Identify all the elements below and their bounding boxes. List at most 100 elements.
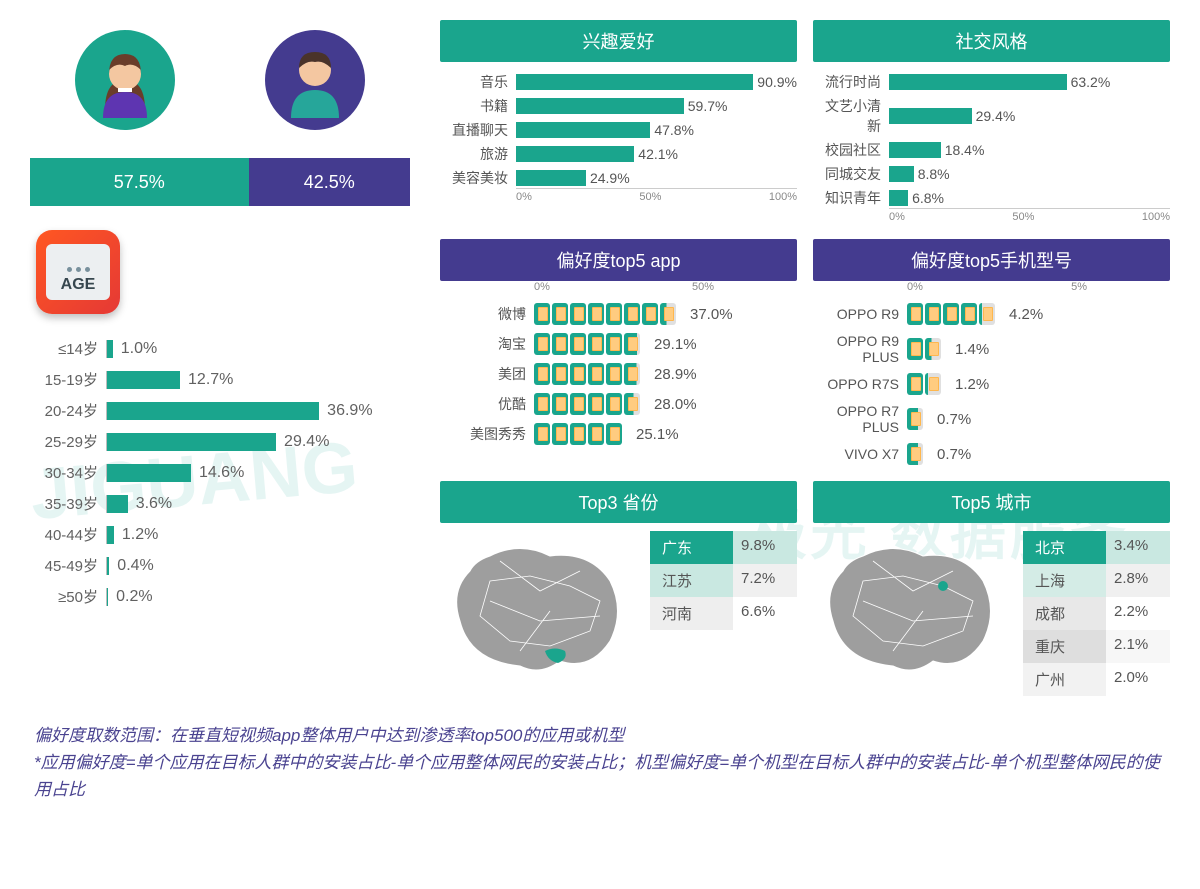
hbar-row: 旅游 42.1% — [440, 144, 797, 164]
hbar-label: 音乐 — [440, 72, 508, 92]
hbar-fill — [516, 122, 650, 138]
hbar-label: 校园社区 — [813, 140, 881, 160]
footnote-line2: *应用偏好度=单个应用在目标人群中的安装占比-单个应用整体网民的安装占比；机型偏… — [34, 749, 1166, 803]
age-value: 29.4% — [284, 433, 329, 451]
right-column: 兴趣爱好 音乐90.9%书籍59.7%直播聊天47.8%旅游42.1%美容美妆2… — [440, 20, 1170, 696]
icon-value: 0.7% — [937, 446, 971, 463]
hbar-value: 29.4% — [976, 108, 1016, 124]
hbar-row: 直播聊天47.8% — [440, 120, 797, 140]
icon-label: 美图秀秀 — [440, 424, 526, 444]
icon-cells — [534, 363, 640, 385]
icon-row: 美图秀秀 25.1% — [440, 423, 797, 445]
icon-row: OPPO R9 4.2% — [813, 303, 1170, 325]
hbar-value: 42.1% — [638, 146, 678, 162]
apps-phones-row: 偏好度top5 app 0%50% 微博37.0%淘宝29.1%美团28.9%优… — [440, 239, 1170, 465]
rank-value: 9.8% — [733, 531, 797, 564]
rank-name: 河南 — [650, 597, 733, 630]
icon-cells — [534, 423, 622, 445]
age-row: 40-44岁1.2% — [30, 524, 410, 545]
apps-panel: 偏好度top5 app 0%50% 微博37.0%淘宝29.1%美团28.9%优… — [440, 239, 797, 465]
hbar-fill — [889, 166, 914, 182]
icon-row: VIVO X70.7% — [813, 443, 1170, 465]
age-label: 35-39岁 — [30, 493, 98, 514]
icon-value: 25.1% — [636, 426, 679, 443]
rank-value: 6.6% — [733, 597, 797, 630]
age-label: 20-24岁 — [30, 400, 98, 421]
icon-cells — [907, 408, 923, 430]
age-label: 45-49岁 — [30, 555, 98, 576]
age-label: 25-29岁 — [30, 431, 98, 452]
rank-value: 2.1% — [1106, 630, 1170, 663]
rank-row: 重庆2.1% — [1023, 630, 1170, 663]
rank-value: 2.8% — [1106, 564, 1170, 597]
age-row: 45-49岁0.4% — [30, 555, 410, 576]
age-bar — [107, 495, 128, 513]
icon-label: OPPO R9 PLUS — [813, 333, 899, 365]
rank-name: 广东 — [650, 531, 733, 564]
cities-title: Top5 城市 — [813, 481, 1170, 523]
icon-cells — [907, 443, 923, 465]
age-row: ≤14岁 1.0% — [30, 338, 410, 359]
icon-cells — [907, 373, 941, 395]
age-bar — [107, 526, 114, 544]
cities-panel: Top5 城市 北京3.4%上海2.8%成都2.2%重庆2.1%广州2.0% — [813, 481, 1170, 696]
rank-name: 重庆 — [1023, 630, 1106, 663]
hbar-value: 18.4% — [945, 142, 985, 158]
icon-label: OPPO R7 PLUS — [813, 403, 899, 435]
icon-label: 优酷 — [440, 394, 526, 414]
male-avatar — [265, 30, 365, 130]
hbar-row: 同城交友8.8% — [813, 164, 1170, 184]
china-map-icon — [813, 531, 1013, 681]
icon-row: OPPO R7 PLUS0.7% — [813, 403, 1170, 435]
icon-cells — [534, 303, 676, 325]
age-bar — [107, 557, 109, 575]
hbar-row: 流行时尚63.2% — [813, 72, 1170, 92]
icon-row: 微博 37.0% — [440, 303, 797, 325]
hbar-fill — [889, 108, 972, 124]
male-pct: 42.5% — [249, 158, 411, 206]
icon-row: OPPO R7S1.2% — [813, 373, 1170, 395]
age-label: 30-34岁 — [30, 462, 98, 483]
icon-value: 37.0% — [690, 306, 733, 323]
age-bar — [107, 588, 108, 606]
apps-title: 偏好度top5 app — [440, 239, 797, 281]
provinces-table: 广东9.8%江苏7.2%河南6.6% — [650, 531, 797, 630]
age-label: 15-19岁 — [30, 369, 98, 390]
rank-value: 3.4% — [1106, 531, 1170, 564]
social-panel: 社交风格 流行时尚63.2%文艺小清新29.4%校园社区18.4%同城交友8.8… — [813, 20, 1170, 223]
rank-value: 7.2% — [733, 564, 797, 597]
icon-value: 4.2% — [1009, 306, 1043, 323]
dashboard: 57.5% 42.5% AGE ≤14岁1.0%15-19岁12.7%20-24… — [0, 0, 1200, 824]
footnote-line1: 偏好度取数范围：在垂直短视频app整体用户中达到渗透率top500的应用或机型 — [34, 722, 1166, 749]
rank-row: 成都2.2% — [1023, 597, 1170, 630]
age-row: 15-19岁12.7% — [30, 369, 410, 390]
cities-table: 北京3.4%上海2.8%成都2.2%重庆2.1%广州2.0% — [1023, 531, 1170, 696]
age-label: ≤14岁 — [30, 338, 98, 359]
hbar-fill — [516, 146, 634, 162]
icon-value: 28.0% — [654, 396, 697, 413]
female-pct: 57.5% — [30, 158, 249, 206]
icon-row: 优酷 28.0% — [440, 393, 797, 415]
hbar-value: 8.8% — [918, 166, 950, 182]
age-value: 1.0% — [121, 340, 157, 358]
provinces-title: Top3 省份 — [440, 481, 797, 523]
phones-title: 偏好度top5手机型号 — [813, 239, 1170, 281]
hbar-row: 书籍59.7% — [440, 96, 797, 116]
hbar-value: 90.9% — [757, 74, 797, 90]
hbar-label: 书籍 — [440, 96, 508, 116]
rank-row: 北京3.4% — [1023, 531, 1170, 564]
hbar-label: 流行时尚 — [813, 72, 881, 92]
hbar-row: 音乐 90.9% — [440, 72, 797, 92]
icon-value: 29.1% — [654, 336, 697, 353]
icon-label: OPPO R9 — [813, 306, 899, 322]
hbar-row: 知识青年6.8% — [813, 188, 1170, 208]
hbar-fill — [889, 142, 941, 158]
age-label: 40-44岁 — [30, 524, 98, 545]
hbar-row: 美容美妆24.9% — [440, 168, 797, 188]
interest-social-row: 兴趣爱好 音乐90.9%书籍59.7%直播聊天47.8%旅游42.1%美容美妆2… — [440, 20, 1170, 223]
hbar-label: 旅游 — [440, 144, 508, 164]
hbar-value: 24.9% — [590, 170, 630, 186]
icon-label: 微博 — [440, 304, 526, 324]
icon-row: OPPO R9 PLUS1.4% — [813, 333, 1170, 365]
age-label: ≥50岁 — [30, 586, 98, 607]
